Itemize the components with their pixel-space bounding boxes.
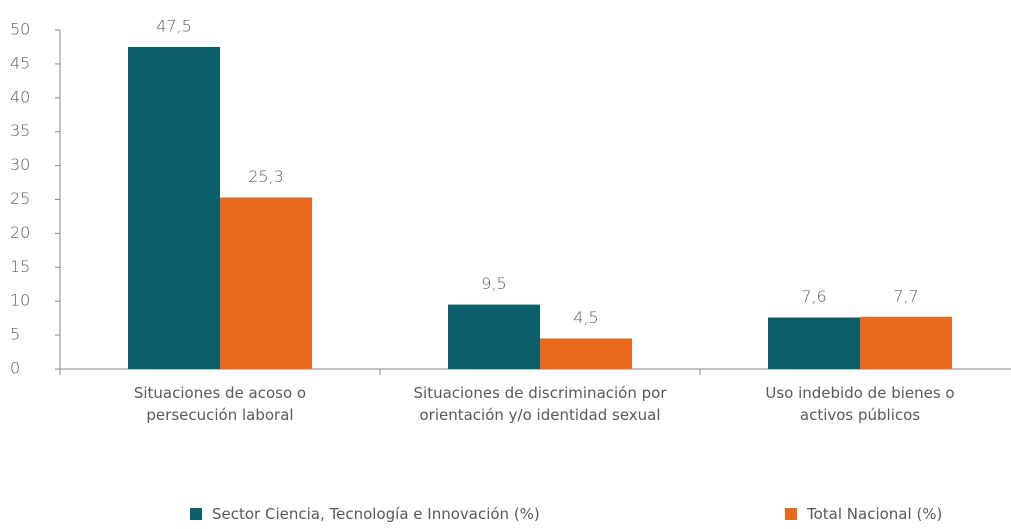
y-tick-label: 35 [10, 121, 30, 140]
y-tick-label: 30 [10, 155, 30, 174]
y-tick-label: 50 [10, 20, 30, 39]
y-tick-label: 25 [10, 189, 30, 208]
y-tick-label: 40 [10, 87, 30, 106]
bar [220, 197, 312, 369]
legend-swatch [190, 508, 202, 520]
y-tick-label: 10 [10, 291, 30, 310]
y-tick-label: 5 [10, 325, 20, 344]
legend-swatch [785, 508, 797, 520]
y-tick-label: 20 [10, 223, 30, 242]
x-tick-label: Situaciones de acoso o persecución labor… [133, 384, 307, 424]
value-label: 47,5 [156, 16, 192, 35]
x-tick-label: Situaciones de discriminación por orient… [413, 384, 667, 424]
legend-item: Sector Ciencia, Tecnología e Innovación … [190, 505, 540, 523]
legend-label: Total Nacional (%) [807, 505, 943, 523]
y-tick-label: 0 [10, 359, 20, 378]
y-tick-label: 15 [10, 257, 30, 276]
legend-label: Sector Ciencia, Tecnología e Innovación … [212, 505, 540, 523]
x-tick-label: Uso indebido de bienes o activos público… [765, 384, 955, 424]
value-label: 25,3 [248, 167, 284, 186]
y-tick-label: 45 [10, 53, 30, 72]
bar [448, 304, 540, 369]
legend-item: Total Nacional (%) [785, 505, 942, 523]
bar [860, 316, 952, 369]
bar [768, 317, 860, 369]
value-label: 7,6 [801, 287, 826, 306]
value-label: 4,5 [573, 308, 598, 327]
bar [128, 46, 220, 369]
value-label: 7,7 [893, 286, 918, 305]
bar [540, 338, 632, 369]
value-label: 9,5 [481, 274, 506, 293]
